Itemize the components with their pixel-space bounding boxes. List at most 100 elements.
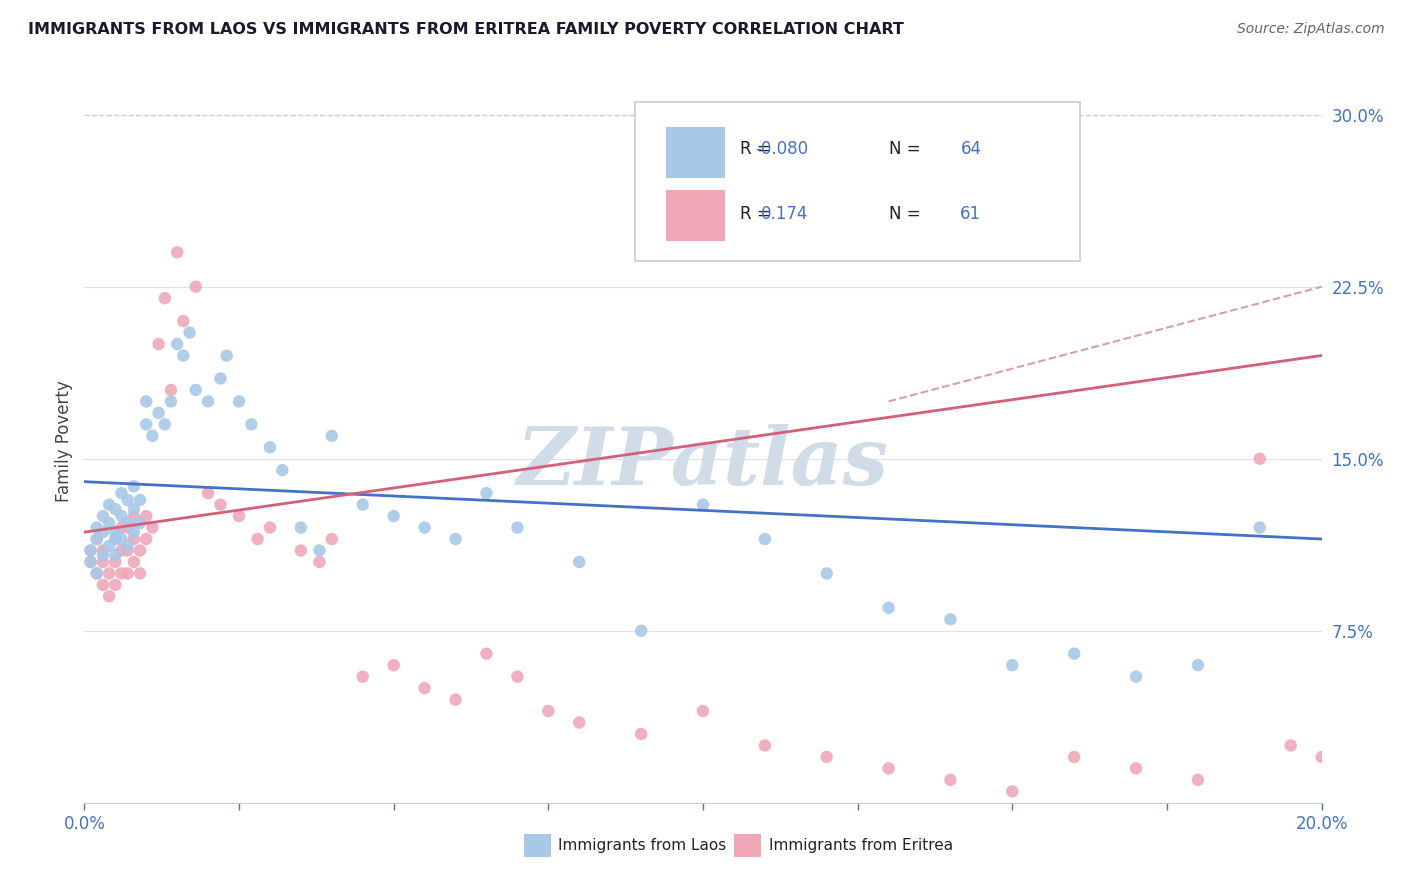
Point xyxy=(122,532,145,546)
Point xyxy=(91,543,114,558)
Point xyxy=(1125,670,1147,684)
Point xyxy=(153,417,176,432)
Point xyxy=(86,532,108,546)
Point xyxy=(117,543,139,558)
Point xyxy=(215,349,238,363)
Point xyxy=(141,429,163,443)
Point xyxy=(153,291,176,305)
Point xyxy=(98,539,121,553)
Point xyxy=(228,394,250,409)
Point xyxy=(79,555,101,569)
Point xyxy=(86,566,108,581)
Point xyxy=(1063,647,1085,661)
Point xyxy=(246,532,269,546)
Point xyxy=(1187,658,1209,673)
Text: Immigrants from Eritrea: Immigrants from Eritrea xyxy=(769,838,953,853)
Point xyxy=(877,600,900,615)
Point xyxy=(321,532,343,546)
Point xyxy=(110,566,132,581)
Point xyxy=(184,279,207,293)
Text: R =: R = xyxy=(740,140,776,158)
Point xyxy=(1063,750,1085,764)
Point xyxy=(172,349,194,363)
Point xyxy=(91,555,114,569)
FancyBboxPatch shape xyxy=(666,190,725,241)
Point xyxy=(110,532,132,546)
FancyBboxPatch shape xyxy=(523,834,551,857)
Point xyxy=(228,509,250,524)
Point xyxy=(754,739,776,753)
Point xyxy=(129,493,152,508)
Point xyxy=(91,525,114,540)
Point xyxy=(160,394,183,409)
Point xyxy=(1001,784,1024,798)
Point xyxy=(129,516,152,530)
Point xyxy=(475,647,498,661)
Point xyxy=(1187,772,1209,787)
Point xyxy=(1279,739,1302,753)
Point xyxy=(939,772,962,787)
Point xyxy=(122,525,145,540)
Point xyxy=(117,493,139,508)
Point xyxy=(104,525,127,540)
Point xyxy=(117,539,139,553)
Point xyxy=(91,578,114,592)
Point xyxy=(240,417,263,432)
Text: ZIPatlas: ZIPatlas xyxy=(517,425,889,502)
Point xyxy=(815,750,838,764)
Point xyxy=(352,670,374,684)
Point xyxy=(754,532,776,546)
Point xyxy=(98,566,121,581)
Point xyxy=(630,624,652,638)
Point xyxy=(135,417,157,432)
Point xyxy=(475,486,498,500)
Point xyxy=(259,440,281,454)
Point xyxy=(79,543,101,558)
Point xyxy=(141,520,163,534)
Point xyxy=(271,463,294,477)
Point xyxy=(197,394,219,409)
Point xyxy=(537,704,560,718)
Point xyxy=(122,509,145,524)
Y-axis label: Family Poverty: Family Poverty xyxy=(55,381,73,502)
Point xyxy=(86,532,108,546)
Point xyxy=(86,520,108,534)
Point xyxy=(939,612,962,626)
Point xyxy=(413,681,436,695)
Point xyxy=(1249,451,1271,466)
Point xyxy=(321,429,343,443)
Text: R =: R = xyxy=(740,205,776,223)
Point xyxy=(98,590,121,604)
Point xyxy=(815,566,838,581)
Point xyxy=(135,509,157,524)
Point xyxy=(184,383,207,397)
Point xyxy=(290,543,312,558)
Point xyxy=(692,498,714,512)
Point xyxy=(877,761,900,775)
Point xyxy=(91,548,114,562)
Point xyxy=(444,532,467,546)
Point xyxy=(506,670,529,684)
Point xyxy=(110,509,132,524)
Point xyxy=(1125,761,1147,775)
Point xyxy=(129,566,152,581)
Point xyxy=(630,727,652,741)
Point xyxy=(209,371,232,385)
Point xyxy=(148,406,170,420)
Point xyxy=(86,566,108,581)
Point xyxy=(166,337,188,351)
Point xyxy=(110,520,132,534)
Text: IMMIGRANTS FROM LAOS VS IMMIGRANTS FROM ERITREA FAMILY POVERTY CORRELATION CHART: IMMIGRANTS FROM LAOS VS IMMIGRANTS FROM … xyxy=(28,22,904,37)
Point xyxy=(352,498,374,512)
FancyBboxPatch shape xyxy=(734,834,761,857)
Text: Immigrants from Laos: Immigrants from Laos xyxy=(558,838,727,853)
Point xyxy=(179,326,201,340)
Point xyxy=(91,509,114,524)
Text: N =: N = xyxy=(889,205,925,223)
Point xyxy=(160,383,183,397)
Point xyxy=(117,520,139,534)
FancyBboxPatch shape xyxy=(636,102,1080,260)
Point xyxy=(104,548,127,562)
Point xyxy=(1001,658,1024,673)
Point xyxy=(110,486,132,500)
